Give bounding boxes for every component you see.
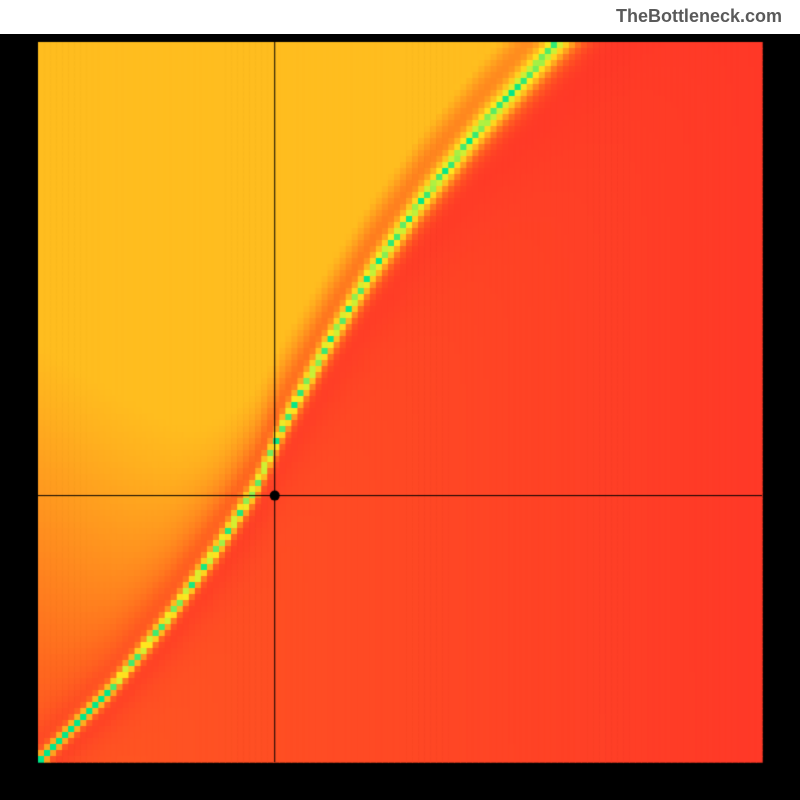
watermark-header: TheBottleneck.com <box>0 0 800 34</box>
heatmap-frame <box>0 34 800 800</box>
watermark-text: TheBottleneck.com <box>616 6 782 26</box>
heatmap-canvas <box>0 34 800 800</box>
